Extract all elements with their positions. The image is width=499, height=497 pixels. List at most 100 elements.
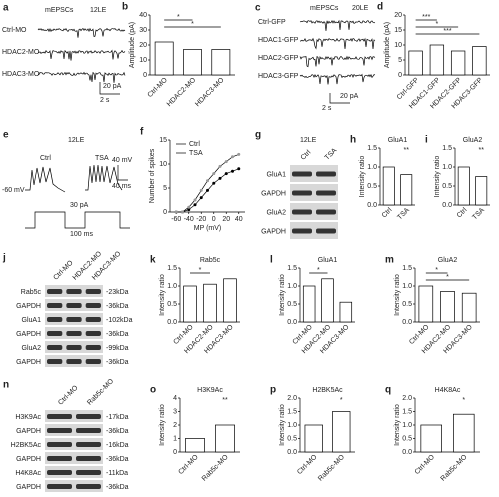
y-tick-label: 40 (139, 12, 147, 19)
bar (321, 278, 334, 323)
sig-label: ** (404, 147, 410, 154)
point (187, 205, 191, 209)
scale-bar (99, 82, 120, 95)
y-tick-label: 1.0 (402, 283, 412, 290)
y-tick-label: 5 (398, 57, 402, 64)
point (218, 164, 222, 168)
y-tick-label: 0 (143, 72, 147, 79)
band (76, 456, 101, 461)
x-tick-label: HDAC2-MO (166, 76, 198, 108)
sig-label: *** (422, 14, 430, 21)
label: 2 s (100, 97, 110, 104)
bar (382, 166, 395, 206)
x-tick-label: Ctrl-MO (296, 453, 319, 476)
band (76, 470, 101, 475)
point (237, 167, 241, 171)
point (206, 179, 209, 183)
y-axis-label: Intensity ratio (279, 404, 286, 446)
band (76, 414, 101, 419)
trace-label: HDAC2-MO (2, 49, 40, 56)
trace (37, 71, 126, 83)
bar (339, 301, 353, 323)
x-tick-label: 20 (222, 216, 230, 223)
panel-letter: q (385, 385, 391, 396)
bar (223, 278, 237, 323)
point (218, 176, 222, 180)
y-tick-label: 30 (139, 27, 147, 34)
panel-letter: m (385, 255, 394, 266)
band (85, 331, 101, 336)
sig-label: ** (222, 397, 228, 404)
y-tick-label: 10 (139, 57, 147, 64)
point (212, 172, 216, 176)
sig-label: * (199, 267, 202, 274)
row-label: GAPDH (16, 456, 41, 463)
y-tick-label: 20 (139, 42, 147, 49)
row-label: GAPDH (261, 228, 286, 235)
x-tick-label: TSA (471, 207, 486, 222)
chart-title: GluA2 (463, 137, 483, 144)
label: 12LE (90, 7, 107, 14)
panel-letter: o (150, 385, 156, 396)
x-tick-label: Ctrl-MO (177, 453, 200, 476)
x-tick-label: Ctrl-MO (414, 453, 437, 476)
panel-letter: d (377, 2, 383, 13)
legend-label: Ctrl (189, 141, 200, 148)
trace (299, 55, 376, 68)
y-tick-label: 0.5 (287, 435, 297, 442)
trace (37, 49, 126, 61)
bar (215, 424, 235, 453)
panel-letter: h (350, 135, 356, 146)
sig-label: * (446, 274, 449, 281)
band (292, 228, 312, 234)
y-tick-label: 1 (173, 435, 177, 442)
point (237, 152, 241, 156)
point (212, 181, 216, 185)
x-axis-label: MP (mV) (194, 225, 221, 232)
y-tick-label: 0.5 (402, 435, 412, 442)
label: TSA (95, 155, 109, 162)
y-tick-label: 0.0 (402, 449, 412, 456)
y-tick-label: 2 (173, 422, 177, 429)
band (316, 209, 336, 215)
bar (457, 166, 470, 206)
size-label: -36kDa (106, 484, 129, 491)
x-tick-label: TSA (396, 207, 411, 222)
band (66, 359, 82, 364)
y-tick-label: 1.5 (442, 145, 452, 152)
bar (420, 424, 443, 453)
size-label: -16kDa (106, 442, 129, 449)
band (47, 484, 72, 489)
band (47, 331, 63, 336)
sig-label: * (462, 397, 465, 404)
size-label: -17kDa (106, 414, 129, 421)
size-label: -36kDa (106, 331, 129, 338)
y-tick-label: 15 (159, 137, 167, 144)
band (47, 414, 72, 419)
size-label: -23kDa (106, 289, 129, 296)
row-label: GAPDH (16, 331, 41, 338)
point (199, 188, 203, 192)
point (199, 196, 203, 200)
y-axis-label: Intensity ratio (359, 156, 366, 198)
label: 40 ms (112, 183, 132, 190)
label: 12LE (68, 137, 85, 144)
bar (472, 46, 487, 76)
y-tick-label: 0.0 (167, 319, 177, 326)
y-axis-label: Number of spikes (149, 148, 156, 203)
bar (211, 49, 231, 76)
band (76, 442, 101, 447)
y-tick-label: 1.5 (287, 408, 297, 415)
panel-letter: c (255, 3, 261, 14)
x-tick-label: HDAC3-MO (194, 76, 226, 108)
row-label: GAPDH (16, 428, 41, 435)
size-label: -36kDa (106, 303, 129, 310)
lane-label: Ctrl-MO (57, 384, 80, 407)
y-axis-label: Intensity ratio (434, 156, 441, 198)
bar (418, 285, 434, 323)
bar (332, 411, 351, 453)
label: 100 ms (70, 231, 93, 238)
trace (85, 164, 123, 191)
legend-label: TSA (189, 150, 203, 157)
trace (299, 73, 376, 85)
